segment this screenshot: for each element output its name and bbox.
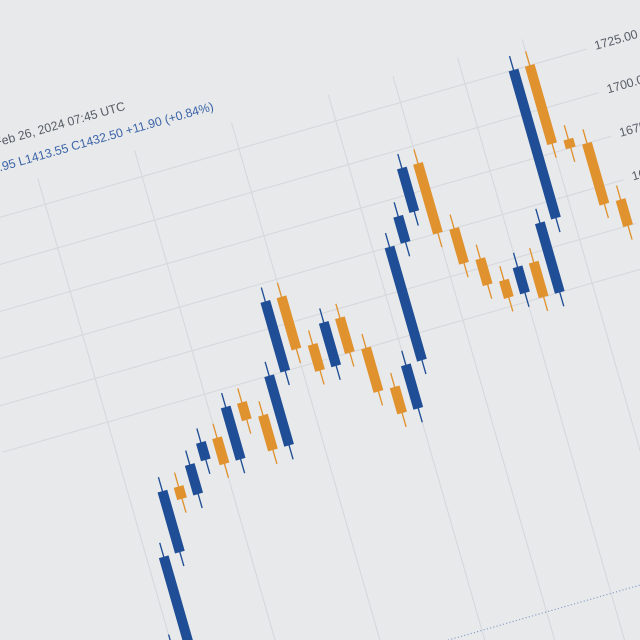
candle-body: [512, 265, 530, 295]
candle-body: [534, 221, 565, 294]
grid-line: [0, 92, 599, 279]
candle-body: [413, 162, 443, 235]
candle-body: [184, 463, 204, 496]
candle-body: [212, 436, 230, 466]
candle-body: [158, 555, 194, 640]
candle-body: [318, 320, 342, 368]
grid-line: [0, 48, 587, 235]
candle-body: [361, 346, 384, 393]
candle-body: [389, 385, 407, 415]
candle-body: [236, 401, 252, 422]
candle-body: [307, 343, 325, 372]
candle-body: [582, 141, 610, 206]
candle-body: [384, 245, 427, 362]
grid-line: [2, 266, 640, 453]
candle-body: [258, 413, 278, 452]
candle-body: [220, 405, 246, 461]
candle-body: [449, 227, 469, 265]
candle-body: [173, 485, 187, 501]
candle-body: [264, 374, 294, 447]
candle-body: [563, 137, 576, 150]
y-tick-label: 1650.00: [630, 158, 640, 184]
grid-line: [37, 178, 209, 640]
grid-line: [0, 135, 612, 323]
candle-body: [528, 260, 549, 299]
candle-body: [400, 363, 424, 410]
candle-body: [499, 278, 514, 299]
candle-body: [524, 64, 557, 146]
candle-body: [396, 166, 420, 213]
candle-body: [157, 489, 185, 554]
candle-body: [393, 214, 411, 244]
grid-line: [230, 122, 402, 640]
grid-line: [457, 57, 628, 640]
candle-body: [508, 68, 561, 220]
candle-body: [260, 300, 291, 373]
candle-body: [475, 257, 493, 287]
grid-line: [0, 222, 637, 410]
candle-body: [276, 295, 302, 351]
candle-body: [615, 198, 633, 228]
candle-body: [196, 441, 211, 462]
grid-line: [0, 179, 624, 366]
candle-body: [335, 316, 355, 354]
